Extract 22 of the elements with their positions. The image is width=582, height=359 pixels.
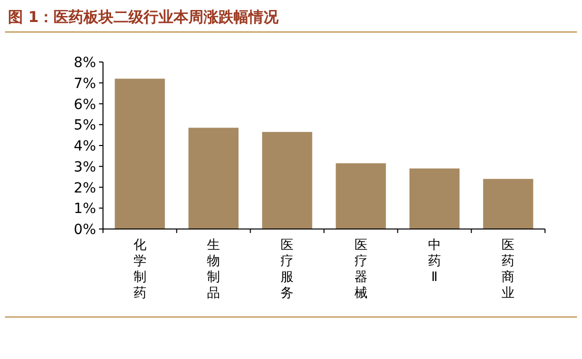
y-tick-label: 1% <box>74 201 96 218</box>
y-tick-label: 2% <box>74 180 96 196</box>
x-tick-label: 中药Ⅱ <box>428 238 441 285</box>
y-tick-label: 4% <box>74 138 96 154</box>
y-tick-label: 7% <box>74 76 96 92</box>
bar <box>483 178 534 229</box>
bar <box>262 132 312 229</box>
y-tick-label: 3% <box>74 159 96 176</box>
x-tick-label: 医疗服务 <box>280 238 294 301</box>
y-tick-label: 8% <box>74 55 96 71</box>
bar <box>114 78 165 229</box>
y-tick-label: 6% <box>74 96 96 113</box>
bar <box>409 168 460 229</box>
x-tick-label: 化学制药 <box>133 238 146 301</box>
x-tick-label: 医疗器械 <box>354 238 368 301</box>
x-tick-label: 生物制品 <box>207 238 220 301</box>
bar <box>188 128 239 229</box>
x-tick-label: 医药商业 <box>502 238 515 301</box>
y-tick-label: 5% <box>74 118 96 134</box>
y-tick-label: 0% <box>74 222 96 238</box>
chart-title: 图 1：医药板块二级行业本周涨跌幅情况 <box>8 8 280 26</box>
bar <box>336 163 386 229</box>
